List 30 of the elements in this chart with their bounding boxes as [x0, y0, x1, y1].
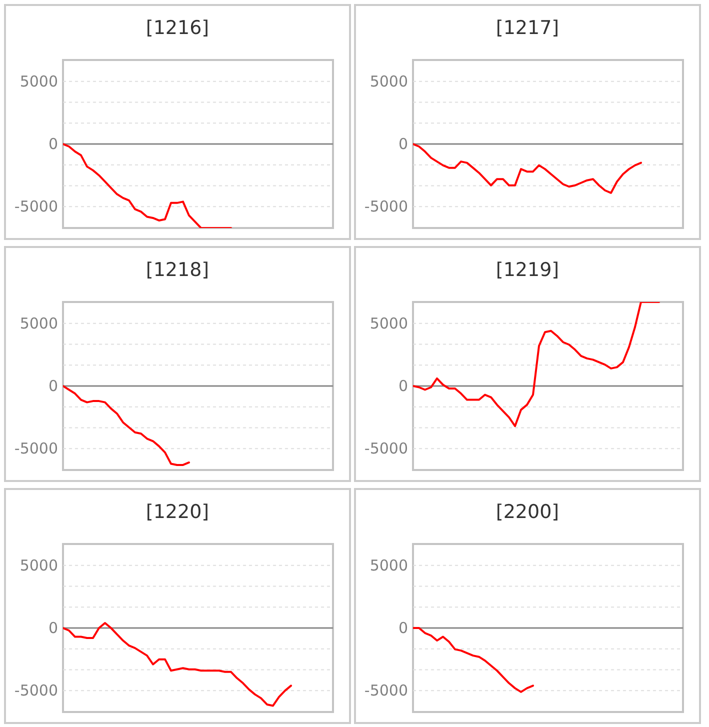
y-tick-label: -5000 [364, 682, 408, 700]
y-tick-label: 0 [48, 377, 58, 395]
y-tick-label: 0 [48, 619, 58, 637]
y-tick-label: 5000 [20, 72, 58, 90]
y-tick-label: 5000 [20, 314, 58, 332]
y-tick-label: 0 [398, 377, 408, 395]
y-tick-label: -5000 [364, 198, 408, 216]
chart-title: [1217] [496, 17, 560, 39]
line-series [413, 627, 534, 693]
line-series [63, 143, 232, 228]
line-series [413, 143, 642, 194]
y-tick-label: 5000 [370, 556, 408, 574]
line-series [63, 385, 190, 466]
chart-title: [1218] [146, 259, 210, 281]
y-tick-label: 5000 [370, 72, 408, 90]
chart-title: [1216] [146, 17, 210, 39]
chart-title: [1220] [146, 501, 210, 523]
line-series [63, 622, 292, 707]
chart-title: [2200] [496, 501, 560, 523]
y-tick-label: 0 [48, 135, 58, 153]
y-tick-label: 5000 [20, 556, 58, 574]
y-tick-label: -5000 [14, 682, 58, 700]
y-tick-label: -5000 [14, 440, 58, 458]
y-tick-label: -5000 [364, 440, 408, 458]
y-tick-label: -5000 [14, 198, 58, 216]
y-tick-label: 0 [398, 619, 408, 637]
chart-title: [1219] [496, 259, 560, 281]
line-series [413, 302, 660, 428]
y-tick-label: 5000 [370, 314, 408, 332]
y-tick-label: 0 [398, 135, 408, 153]
